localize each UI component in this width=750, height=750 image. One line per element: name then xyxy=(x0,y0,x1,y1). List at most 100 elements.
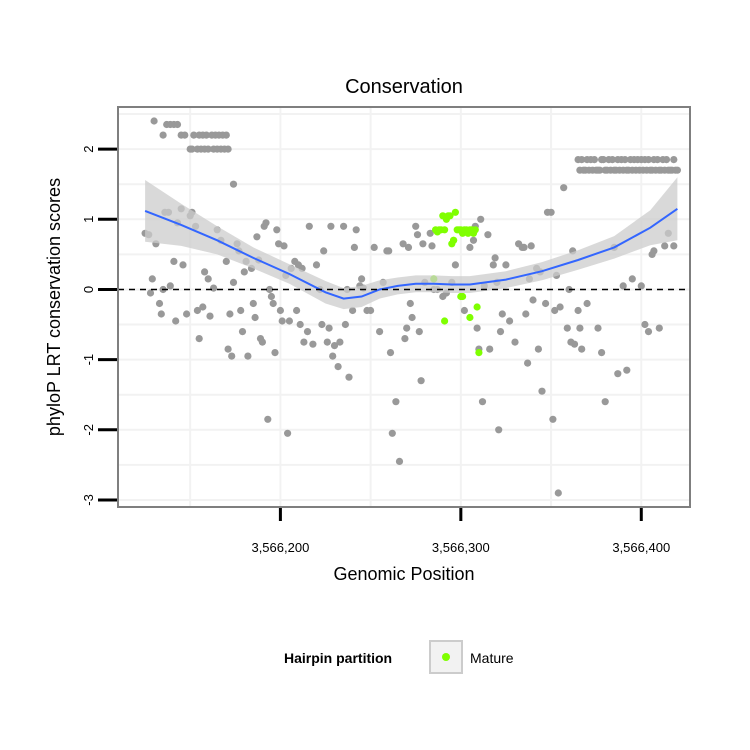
data-point xyxy=(392,398,400,406)
data-point xyxy=(224,345,232,353)
data-point xyxy=(305,222,313,230)
data-point xyxy=(148,275,156,283)
data-point xyxy=(266,285,274,294)
data-point xyxy=(619,282,627,290)
data-point xyxy=(244,352,252,360)
data-point xyxy=(551,306,559,315)
data-point xyxy=(489,261,497,269)
data-point xyxy=(506,317,514,325)
data-point xyxy=(628,275,636,283)
data-point xyxy=(655,324,663,332)
data-point xyxy=(210,284,218,292)
data-point xyxy=(428,242,436,250)
data-point xyxy=(166,282,174,290)
data-point xyxy=(228,352,236,360)
data-point xyxy=(183,310,191,318)
data-point xyxy=(173,120,182,129)
data-point xyxy=(349,306,357,315)
mature-point xyxy=(466,313,474,322)
data-point xyxy=(623,366,631,374)
data-point xyxy=(534,345,543,353)
data-point xyxy=(560,184,568,192)
data-point xyxy=(469,236,478,244)
data-point xyxy=(486,345,494,353)
data-point xyxy=(240,268,248,276)
data-point xyxy=(273,226,281,234)
data-point xyxy=(229,278,238,286)
data-point xyxy=(395,457,404,465)
data-point xyxy=(155,299,164,308)
data-point xyxy=(358,275,366,283)
data-point xyxy=(320,247,328,255)
data-point xyxy=(662,156,671,164)
data-point xyxy=(303,328,312,336)
data-point xyxy=(159,131,167,139)
data-point xyxy=(296,320,304,329)
x-tick-label: 3,566,400 xyxy=(612,540,670,555)
data-point xyxy=(229,180,238,188)
data-point xyxy=(650,247,658,255)
mature-point xyxy=(451,208,459,216)
data-point xyxy=(426,229,434,237)
confidence-band xyxy=(145,177,678,310)
data-point xyxy=(412,222,420,230)
y-tick-label: 2 xyxy=(81,145,96,152)
data-point xyxy=(258,338,266,346)
data-point xyxy=(484,231,492,239)
data-point xyxy=(527,242,535,250)
y-tick-label: -3 xyxy=(81,494,96,506)
data-point xyxy=(511,338,519,346)
data-point xyxy=(350,243,358,251)
data-point xyxy=(653,156,662,164)
data-point xyxy=(406,299,414,308)
data-point xyxy=(271,349,279,357)
data-point xyxy=(641,320,649,329)
y-tick-label: 0 xyxy=(81,286,96,293)
data-point xyxy=(495,426,503,434)
data-point xyxy=(547,208,555,216)
data-point xyxy=(262,219,270,227)
data-point xyxy=(570,340,579,348)
data-point xyxy=(249,299,257,308)
data-point xyxy=(330,342,339,350)
data-point xyxy=(413,231,422,239)
data-point xyxy=(237,306,245,315)
data-point xyxy=(204,275,212,283)
data-point xyxy=(466,243,474,251)
mature-point xyxy=(450,236,458,244)
mature-point xyxy=(441,317,449,325)
data-point xyxy=(419,240,427,248)
data-point xyxy=(498,310,506,318)
data-point xyxy=(334,363,342,371)
data-point xyxy=(188,145,196,153)
data-point xyxy=(336,338,344,346)
data-point xyxy=(614,370,622,378)
legend: Hairpin partition Mature xyxy=(284,640,514,674)
data-point xyxy=(181,131,189,139)
data-point xyxy=(146,289,155,297)
data-point xyxy=(644,328,653,336)
data-point xyxy=(563,324,571,332)
data-point xyxy=(195,335,203,343)
data-point xyxy=(538,387,546,395)
data-point xyxy=(401,335,409,343)
data-point xyxy=(206,312,214,320)
data-point xyxy=(318,320,326,329)
data-point xyxy=(601,398,609,406)
data-point xyxy=(285,317,293,325)
x-tick-label: 3,566,200 xyxy=(251,540,309,555)
data-point xyxy=(238,328,247,336)
data-point xyxy=(583,299,591,308)
data-point xyxy=(594,324,602,332)
data-point xyxy=(309,340,317,348)
data-point xyxy=(661,242,669,250)
data-point xyxy=(226,310,234,318)
data-point xyxy=(278,317,286,325)
data-point xyxy=(199,303,207,311)
data-point xyxy=(253,233,261,241)
data-point xyxy=(312,261,321,269)
data-point xyxy=(376,328,384,336)
data-point xyxy=(190,131,198,139)
data-point xyxy=(549,415,557,423)
